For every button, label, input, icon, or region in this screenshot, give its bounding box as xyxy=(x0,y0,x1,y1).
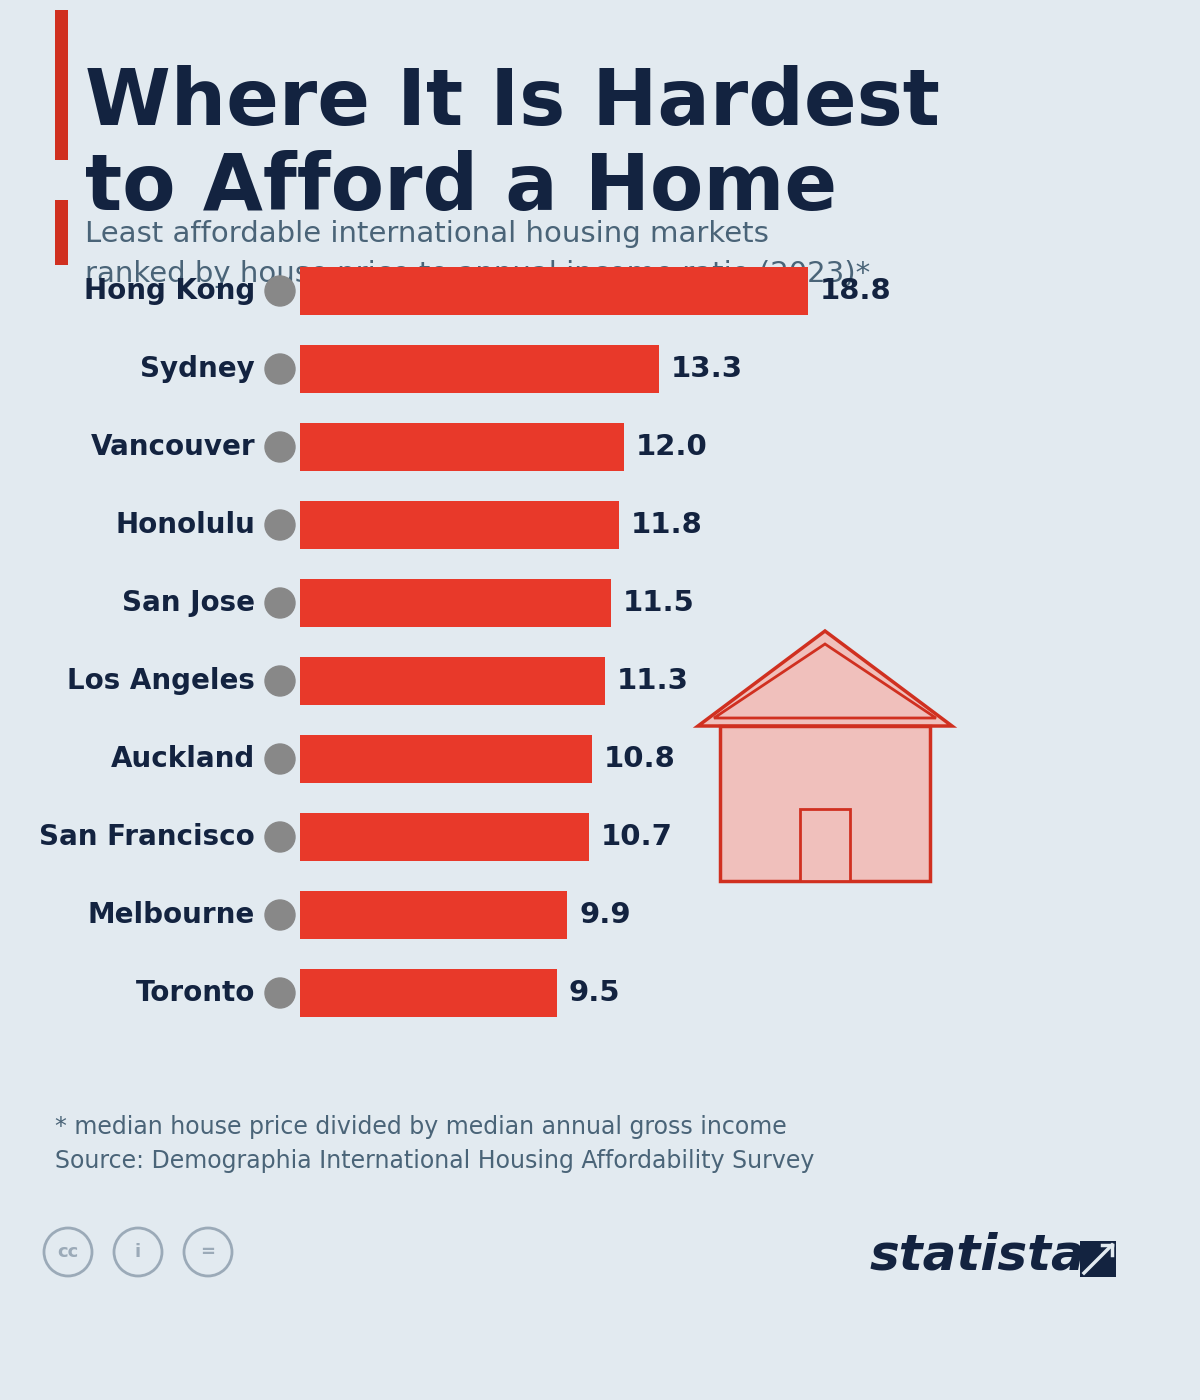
Text: 9.5: 9.5 xyxy=(569,979,620,1007)
Bar xyxy=(300,501,619,549)
Text: Auckland: Auckland xyxy=(110,745,256,773)
Bar xyxy=(300,344,659,393)
Text: San Jose: San Jose xyxy=(122,589,256,617)
Circle shape xyxy=(265,822,295,853)
Text: Sydney: Sydney xyxy=(140,356,256,384)
Bar xyxy=(720,727,930,881)
Text: 13.3: 13.3 xyxy=(671,356,743,384)
Circle shape xyxy=(265,433,295,462)
Circle shape xyxy=(265,276,295,307)
Bar xyxy=(800,809,850,881)
Text: =: = xyxy=(200,1243,216,1261)
Text: Vancouver: Vancouver xyxy=(90,433,256,461)
Circle shape xyxy=(265,900,295,930)
Text: 11.3: 11.3 xyxy=(617,666,689,694)
Text: Least affordable international housing markets: Least affordable international housing m… xyxy=(85,220,769,248)
Text: Melbourne: Melbourne xyxy=(88,902,256,930)
Bar xyxy=(55,200,68,265)
Bar xyxy=(300,267,808,315)
Circle shape xyxy=(265,510,295,540)
Text: Hong Kong: Hong Kong xyxy=(84,277,256,305)
Circle shape xyxy=(265,666,295,696)
Text: Source: Demographia International Housing Affordability Survey: Source: Demographia International Housin… xyxy=(55,1149,815,1173)
Text: 11.5: 11.5 xyxy=(623,589,695,617)
Circle shape xyxy=(265,588,295,617)
Bar xyxy=(300,890,568,939)
Text: 10.7: 10.7 xyxy=(601,823,673,851)
Text: statista: statista xyxy=(870,1231,1086,1280)
Text: cc: cc xyxy=(58,1243,79,1261)
Text: Toronto: Toronto xyxy=(136,979,256,1007)
Bar xyxy=(300,657,605,706)
Text: 11.8: 11.8 xyxy=(631,511,702,539)
Text: Los Angeles: Los Angeles xyxy=(67,666,256,694)
Text: Where It Is Hardest: Where It Is Hardest xyxy=(85,64,940,141)
Bar xyxy=(300,735,592,783)
Polygon shape xyxy=(698,631,952,727)
Circle shape xyxy=(265,354,295,384)
Text: i: i xyxy=(134,1243,142,1261)
Text: ranked by house price to annual income ratio (2023)*: ranked by house price to annual income r… xyxy=(85,260,870,288)
Bar xyxy=(300,969,557,1016)
Text: to Afford a Home: to Afford a Home xyxy=(85,150,838,225)
Text: * median house price divided by median annual gross income: * median house price divided by median a… xyxy=(55,1114,787,1140)
Bar xyxy=(55,10,68,160)
Bar xyxy=(300,423,624,470)
Text: 18.8: 18.8 xyxy=(820,277,892,305)
Text: 12.0: 12.0 xyxy=(636,433,708,461)
Circle shape xyxy=(265,979,295,1008)
Circle shape xyxy=(265,743,295,774)
Bar xyxy=(300,580,611,627)
Text: Honolulu: Honolulu xyxy=(115,511,256,539)
Text: San Francisco: San Francisco xyxy=(40,823,256,851)
Text: 9.9: 9.9 xyxy=(580,902,631,930)
Bar xyxy=(300,813,589,861)
Text: 10.8: 10.8 xyxy=(604,745,676,773)
Bar xyxy=(1080,1240,1116,1277)
